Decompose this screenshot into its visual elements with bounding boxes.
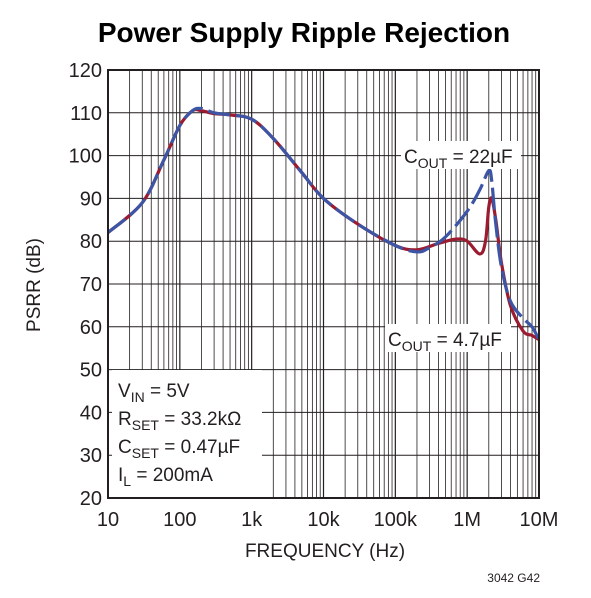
svg-text:COUT = 22µF: COUT = 22µF: [404, 147, 513, 171]
y-tick-label: 40: [80, 402, 102, 424]
x-tick-label: 10: [97, 509, 119, 531]
y-axis-label: PSRR (dB): [24, 238, 45, 332]
y-tick-labels: 20 30 40 50 60 70 80 90 100 110 120: [69, 60, 102, 510]
annotation-cout-22uf: COUT = 22µF: [401, 141, 521, 171]
y-tick-label: 120: [69, 60, 102, 82]
cout-4-7-label: C: [388, 330, 402, 351]
condition-il: IL = 200mA: [118, 465, 213, 489]
x-tick-label: 10k: [307, 509, 340, 531]
conditions-box: VIN = 5V RSET = 33.2kΩ CSET = 0.47µF IL …: [112, 370, 262, 497]
x-tick-label: 10M: [520, 509, 559, 531]
annotation-cout-4-7uf: COUT = 4.7µF: [385, 324, 511, 354]
y-tick-label: 30: [80, 445, 102, 467]
x-axis-label: FREQUENCY (Hz): [245, 541, 405, 562]
condition-cset: CSET = 0.47µF: [118, 437, 240, 461]
y-tick-label: 20: [80, 488, 102, 510]
x-tick-labels: 10 100 1k 10k 100k 1M 10M: [97, 509, 559, 531]
x-tick-label: 100k: [374, 509, 418, 531]
x-tick-label: 1k: [241, 509, 263, 531]
y-tick-label: 60: [80, 317, 102, 339]
cout-22-label: C: [404, 147, 418, 168]
y-tick-label: 100: [69, 146, 102, 168]
plot-frame: [107, 69, 540, 499]
y-tick-label: 110: [70, 103, 102, 125]
x-tick-label: 1M: [453, 509, 481, 531]
condition-vin: VIN = 5V: [118, 381, 190, 405]
figure-id: 3042 G42: [487, 571, 540, 585]
series-line-cout-22uf: [106, 106, 541, 341]
y-tick-label: 70: [80, 274, 102, 296]
y-tick-label: 90: [80, 188, 102, 210]
series-lines: [106, 106, 541, 341]
svg-text:COUT = 4.7µF: COUT = 4.7µF: [388, 330, 502, 354]
y-tick-label: 80: [80, 231, 102, 253]
y-tick-label: 50: [80, 360, 102, 382]
chart-title: Power Supply Ripple Rejection: [98, 17, 510, 48]
x-tick-label: 100: [163, 509, 196, 531]
